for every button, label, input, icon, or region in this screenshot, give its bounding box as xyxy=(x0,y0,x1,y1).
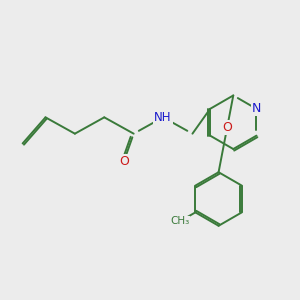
Text: NH: NH xyxy=(154,111,172,124)
Text: O: O xyxy=(119,155,129,168)
Text: N: N xyxy=(252,102,261,115)
Text: O: O xyxy=(222,121,232,134)
Text: CH₃: CH₃ xyxy=(170,216,190,226)
